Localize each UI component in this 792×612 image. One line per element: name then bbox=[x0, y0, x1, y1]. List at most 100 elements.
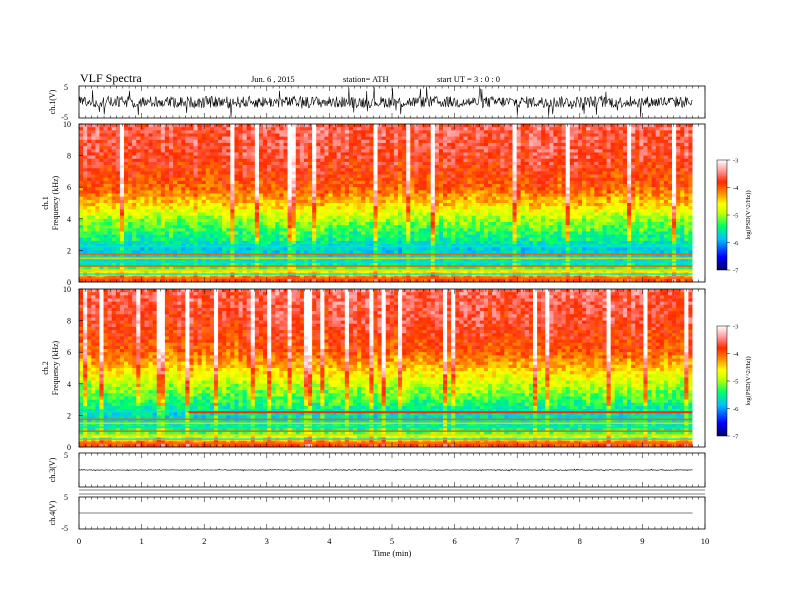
spectrogram-cell bbox=[389, 212, 395, 216]
spectrogram-cell bbox=[410, 190, 415, 194]
spectrogram-cell bbox=[512, 203, 517, 207]
spectrogram-cell bbox=[483, 152, 489, 156]
spectrogram-cell bbox=[275, 139, 280, 144]
spectrogram-cell bbox=[79, 127, 84, 131]
spectrogram-cell bbox=[684, 165, 689, 169]
spectrogram-cell bbox=[87, 152, 92, 156]
spectrogram-cell bbox=[622, 212, 628, 216]
spectrogram-cell bbox=[659, 190, 665, 194]
spectrogram-cell bbox=[303, 124, 309, 128]
spectrogram-cell bbox=[168, 177, 174, 182]
spectrogram-cell bbox=[226, 171, 231, 175]
spectrogram-cell bbox=[353, 139, 358, 144]
spectrogram-cell bbox=[393, 171, 399, 175]
spectrogram-cell bbox=[201, 165, 207, 169]
spectrogram-cell bbox=[414, 171, 419, 175]
spectrogram-cell bbox=[451, 161, 456, 166]
spectrogram-cell bbox=[414, 127, 419, 131]
spectrogram-cell bbox=[164, 149, 170, 153]
spectrogram-cell bbox=[500, 130, 505, 134]
spectrogram-cell bbox=[160, 152, 166, 156]
spectrogram-cell bbox=[651, 142, 656, 147]
spectrogram-cell bbox=[181, 203, 186, 207]
spectrogram-cell bbox=[516, 139, 522, 144]
spectrogram-cell bbox=[606, 196, 611, 201]
spectrogram-cell bbox=[295, 209, 301, 213]
spectrogram-cell bbox=[377, 199, 382, 204]
spectrogram-cell bbox=[676, 171, 681, 175]
spectrogram-cell bbox=[500, 165, 505, 169]
spectrogram-cell bbox=[659, 215, 665, 220]
spectrogram-cell bbox=[475, 174, 481, 179]
spectrogram-cell bbox=[324, 180, 329, 185]
spectrogram-cell bbox=[242, 221, 247, 226]
spectrogram-cell bbox=[91, 209, 96, 213]
spectrogram-cell bbox=[344, 130, 350, 134]
spectrogram-cell bbox=[152, 133, 158, 137]
spectrogram-cell bbox=[565, 127, 571, 131]
spectrogram-cell bbox=[434, 146, 440, 150]
spectrogram-cell bbox=[164, 209, 170, 213]
spectrogram-cell bbox=[586, 174, 591, 179]
spectrogram-cell bbox=[410, 206, 415, 210]
spectrogram-cell bbox=[177, 142, 182, 147]
spectrogram-cell bbox=[631, 168, 636, 172]
spectrogram-cell bbox=[263, 127, 268, 131]
spectrogram-cell bbox=[132, 177, 137, 182]
spectrogram-cell bbox=[189, 187, 194, 191]
spectrogram-cell bbox=[541, 149, 546, 153]
spectrogram-cell bbox=[643, 146, 648, 150]
spectrogram-cell bbox=[504, 177, 509, 182]
spectrogram-cell bbox=[610, 177, 616, 182]
spectrogram-cell bbox=[487, 127, 493, 131]
spectrogram-cell bbox=[459, 165, 464, 169]
spectrogram-cell bbox=[209, 133, 215, 137]
spectrogram-cell bbox=[430, 221, 436, 226]
spectrogram-cell bbox=[667, 127, 673, 131]
spectrogram-cell bbox=[618, 124, 624, 128]
spectrogram-cell bbox=[635, 225, 640, 229]
spectrogram-cell bbox=[263, 168, 268, 172]
spectrogram-cell bbox=[545, 190, 550, 194]
spectrogram-cell bbox=[680, 146, 685, 150]
spectrogram-cell bbox=[275, 133, 280, 137]
spectrogram-cell bbox=[504, 124, 509, 128]
spectrogram-cell bbox=[258, 161, 264, 166]
spectrogram-cell bbox=[532, 130, 538, 134]
spectrogram-cell bbox=[189, 203, 194, 207]
spectrogram-cell bbox=[582, 199, 587, 204]
spectrogram-cell bbox=[520, 127, 526, 131]
spectrogram-cell bbox=[152, 161, 158, 166]
spectrogram-cell bbox=[573, 184, 579, 188]
spectrogram-cell bbox=[512, 221, 517, 226]
spectrogram-cell bbox=[667, 203, 673, 207]
spectrogram-cell bbox=[410, 152, 415, 156]
spectrogram-cell bbox=[561, 180, 566, 185]
spectrogram-cell bbox=[353, 136, 358, 141]
spectrogram-cell bbox=[500, 221, 505, 226]
spectrogram-cell bbox=[561, 203, 566, 207]
spectrogram-cell bbox=[205, 190, 211, 194]
spectrogram-cell bbox=[471, 158, 477, 163]
spectrogram-cell bbox=[205, 124, 211, 128]
spectrogram-cell bbox=[528, 142, 534, 147]
spectrogram-cell bbox=[103, 187, 108, 191]
spectrogram-cell bbox=[569, 124, 575, 128]
spectrogram-cell bbox=[287, 152, 292, 156]
spectrogram-cell bbox=[438, 221, 444, 226]
spectrogram-cell bbox=[152, 146, 158, 150]
spectrogram-cell bbox=[414, 155, 419, 160]
spectrogram-cell bbox=[156, 177, 162, 182]
spectrogram-cell bbox=[385, 193, 391, 197]
spectrogram-cell bbox=[95, 177, 100, 182]
spectrogram-cell bbox=[553, 124, 558, 128]
spectrogram-cell bbox=[242, 206, 247, 210]
spectrogram-cell bbox=[234, 165, 239, 169]
spectrogram-cell bbox=[291, 155, 297, 160]
spectrogram-cell bbox=[684, 187, 689, 191]
spectrogram-cell bbox=[406, 171, 411, 175]
spectrogram-cell bbox=[340, 155, 346, 160]
spectrogram-cell bbox=[541, 209, 546, 213]
spectrogram-cell bbox=[451, 174, 456, 179]
spectrogram-cell bbox=[528, 206, 534, 210]
